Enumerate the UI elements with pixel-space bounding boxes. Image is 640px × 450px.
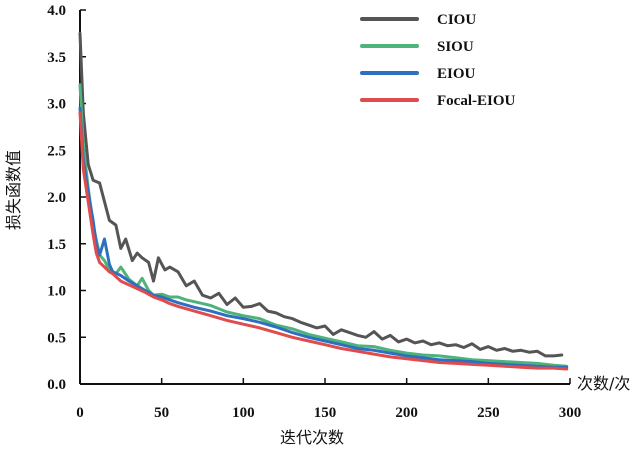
y-tick-label: 2.0 xyxy=(47,190,66,206)
x-axis-title: 迭代次数 xyxy=(280,428,344,447)
y-tick-label: 4.0 xyxy=(47,3,66,19)
legend: CIOU SIOU EIOU Focal-EIOU xyxy=(360,12,515,109)
series-line-ciou xyxy=(78,31,564,358)
x-tick-label: 300 xyxy=(559,405,582,421)
series-line-focal-eiou xyxy=(78,111,569,371)
chart-axes: 0.0 0.5 1.0 1.5 2.0 2.5 3.0 3.5 4.0 0 50 100 150 200 2… xyxy=(47,3,581,421)
legend-label-focal-eiou: Focal-EIOU xyxy=(437,93,515,109)
series-layer xyxy=(78,31,569,371)
series-line-eiou xyxy=(78,106,569,369)
x-tick-label: 150 xyxy=(314,405,337,421)
y-tick-label: 0.0 xyxy=(47,377,66,393)
y-tick-label: 3.5 xyxy=(47,50,66,66)
x-axis-unit: 次数/次 xyxy=(577,374,630,393)
x-tick-label: 50 xyxy=(154,405,169,421)
x-tick-label: 200 xyxy=(395,405,418,421)
series-line-siou xyxy=(78,83,569,368)
legend-label-ciou: CIOU xyxy=(437,12,476,28)
x-tick-label: 100 xyxy=(232,405,255,421)
y-tick-label: 0.5 xyxy=(47,330,66,346)
x-tick-label: 250 xyxy=(477,405,500,421)
legend-label-eiou: EIOU xyxy=(437,66,476,82)
y-tick-label: 1.5 xyxy=(47,237,66,253)
legend-label-siou: SIOU xyxy=(437,39,474,55)
y-tick-label: 3.0 xyxy=(47,97,66,113)
y-axis-title: 损失函数值 xyxy=(4,150,23,230)
x-tick-label: 0 xyxy=(76,405,84,421)
y-tick-label: 1.0 xyxy=(47,284,66,300)
y-tick-label: 2.5 xyxy=(47,143,66,159)
